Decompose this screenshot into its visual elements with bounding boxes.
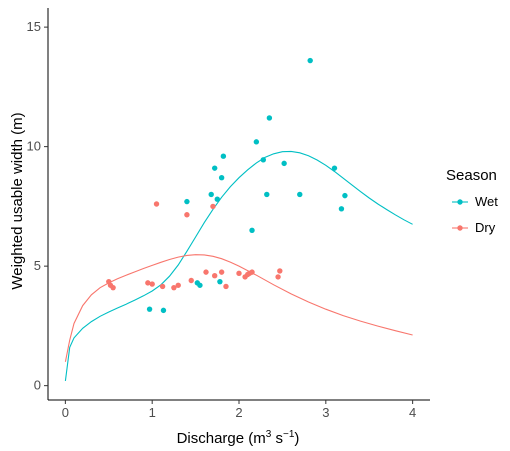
x-axis-title-main: Discharge (m	[177, 430, 266, 447]
x-axis-title-mid: s	[271, 430, 283, 447]
data-point-dry	[210, 203, 216, 210]
data-point-wet	[307, 57, 313, 64]
data-point-wet	[281, 160, 287, 167]
data-point-dry	[171, 284, 177, 291]
x-tick-label: 2	[235, 405, 242, 420]
y-tick-label: 10	[27, 139, 41, 154]
data-point-dry	[275, 274, 281, 280]
data-point-dry	[110, 284, 116, 291]
data-point-wet	[184, 198, 190, 205]
x-tick-label: 4	[409, 405, 416, 420]
data-point-dry	[218, 269, 225, 275]
data-point-dry	[153, 201, 160, 207]
legend-key-point	[457, 199, 463, 205]
x-tick-label: 3	[322, 405, 329, 420]
data-point-wet	[197, 282, 203, 288]
data-point-dry	[145, 280, 151, 286]
x-axis-title-sup2: −1	[283, 429, 295, 440]
data-point-wet	[160, 307, 167, 314]
plot-area	[64, 57, 413, 381]
data-point-dry	[223, 283, 229, 290]
data-point-wet	[260, 157, 267, 163]
data-point-wet	[297, 191, 303, 198]
data-point-wet	[266, 115, 273, 121]
data-point-dry	[159, 283, 166, 290]
data-point-dry	[184, 212, 190, 218]
data-point-wet	[146, 306, 153, 312]
data-point-wet	[218, 175, 225, 181]
data-point-wet	[249, 227, 255, 233]
data-point-wet	[264, 191, 270, 198]
legend-item-dry: Dry	[452, 220, 496, 235]
data-point-dry	[236, 270, 242, 277]
legend-label: Wet	[475, 194, 498, 209]
data-point-wet	[211, 165, 218, 171]
x-axis-title-end: )	[294, 430, 299, 447]
legend-entries: Wet Dry	[452, 194, 498, 235]
x-tick-label: 0	[62, 405, 69, 420]
legend: Season Wet Dry	[446, 167, 498, 235]
data-point-wet	[253, 139, 260, 145]
legend-item-wet: Wet	[452, 194, 498, 209]
axes: 0 1 2 3 4 0 5 10 15	[27, 8, 430, 420]
x-axis-title: Discharge (m3 s−1)	[177, 429, 300, 447]
data-point-wet	[342, 192, 348, 199]
y-tick-label: 0	[34, 378, 41, 393]
data-point-wet	[217, 278, 223, 285]
fit-curve-wet	[64, 150, 413, 381]
y-tick-label: 5	[34, 258, 41, 273]
x-tick-label: 1	[149, 405, 156, 420]
data-point-dry	[188, 277, 194, 284]
data-point-dry	[249, 269, 255, 275]
data-point-dry	[277, 268, 283, 274]
legend-label: Dry	[475, 220, 496, 235]
legend-key-point	[457, 225, 463, 231]
data-point-wet	[208, 191, 214, 198]
x-axis-title-sup: 3	[266, 429, 272, 440]
data-point-wet	[220, 153, 227, 159]
y-axis-title: Weighted usable width (m)	[9, 112, 26, 289]
data-point-dry	[149, 281, 155, 287]
data-point-wet	[338, 206, 345, 212]
fit-curve-dry	[64, 254, 413, 362]
data-point-wet	[214, 196, 220, 202]
series-dry	[64, 201, 413, 362]
data-point-dry	[175, 282, 181, 288]
series-wet	[64, 57, 413, 381]
data-point-dry	[203, 269, 209, 275]
legend-title: Season	[446, 167, 497, 184]
data-point-dry	[211, 273, 218, 279]
y-tick-label: 15	[27, 19, 41, 34]
data-point-wet	[331, 165, 338, 171]
